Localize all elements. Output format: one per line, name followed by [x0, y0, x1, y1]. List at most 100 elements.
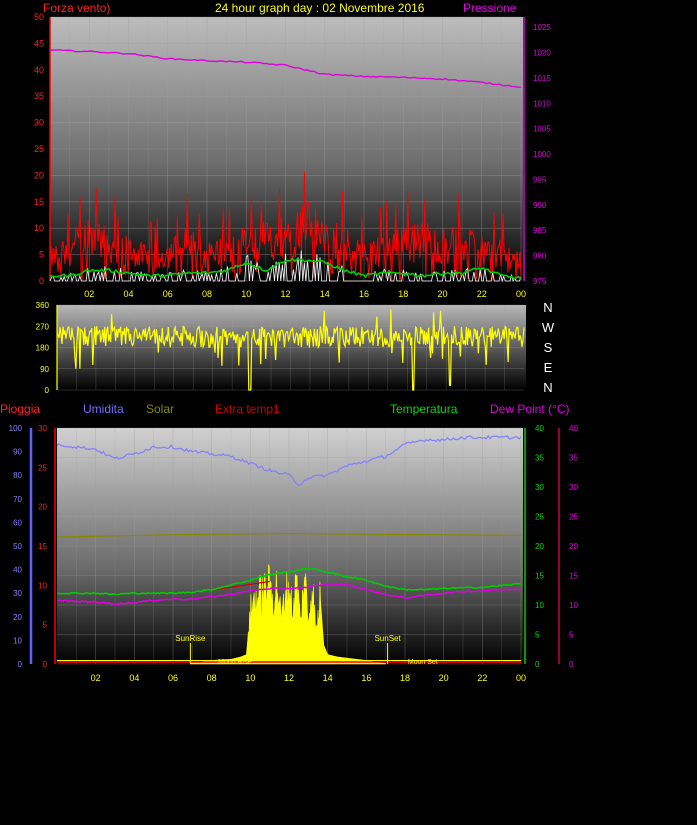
right-axis-title: Pressione	[463, 1, 517, 15]
wind-tick-label: 15	[34, 197, 44, 207]
x-tick-label: 20	[437, 289, 447, 299]
wind-tick-label: 5	[39, 250, 44, 260]
temperature-tick-label: 40	[535, 424, 544, 433]
extra-temp-title: Extra temp1	[215, 402, 280, 416]
wind-tick-label: 35	[34, 91, 44, 101]
wind-tick-label: 40	[34, 65, 44, 75]
pressure-tick-label: 985	[533, 226, 547, 235]
moonrise-label: Moon Rise	[218, 659, 252, 666]
x-tick-label: 02	[91, 673, 101, 683]
wind-direction-series	[56, 309, 525, 391]
temperature-tick-label: 35	[535, 454, 544, 463]
wind-tick-label: 20	[34, 170, 44, 180]
temperature-tick-label: 20	[535, 542, 544, 551]
rain-tick-label: 10	[38, 581, 47, 590]
pressure-tick-label: 975	[533, 277, 547, 286]
pressure-tick-label: 980	[533, 252, 547, 261]
wind-average-series	[49, 257, 522, 280]
humidity-tick-label: 0	[18, 660, 23, 669]
dewpoint-tick-label: 0	[569, 660, 574, 669]
humidity-series	[56, 434, 522, 487]
humidity-tick-label: 70	[13, 495, 22, 504]
humidity-tick-label: 100	[9, 424, 23, 433]
dewpoint-tick-label: 15	[569, 572, 578, 581]
rain-tick-label: 20	[38, 503, 47, 512]
dewpoint-tick-label: 20	[569, 542, 578, 551]
x-tick-label: 22	[477, 289, 487, 299]
dewpoint-tick-label: 25	[569, 513, 578, 522]
dewpoint-tick-label: 35	[569, 454, 578, 463]
rain-tick-label: 25	[38, 463, 47, 472]
moonset-label: Moon Set	[408, 659, 438, 666]
dewpoint-tick-label: 10	[569, 601, 578, 610]
x-tick-label: 20	[439, 673, 449, 683]
wind-tick-label: 25	[34, 144, 44, 154]
x-tick-label: 18	[398, 289, 408, 299]
wind-white-series	[49, 250, 522, 283]
pressure-tick-label: 1005	[533, 125, 551, 134]
temperature-tick-label: 30	[535, 483, 544, 492]
rain-tick-label: 15	[38, 542, 47, 551]
pressure-tick-label: 1020	[533, 49, 551, 58]
x-tick-label: 14	[323, 673, 333, 683]
wind-tick-label: 45	[34, 38, 44, 48]
x-tick-label: 12	[284, 673, 294, 683]
direction-tick-label: 90	[40, 365, 49, 374]
humidity-tick-label: 10	[13, 636, 22, 645]
x-tick-label: 14	[320, 289, 330, 299]
x-tick-label: 16	[361, 673, 371, 683]
x-tick-label: 02	[84, 289, 94, 299]
x-tick-label: 10	[241, 289, 251, 299]
humidity-tick-label: 60	[13, 518, 22, 527]
wind-tick-label: 50	[34, 12, 44, 22]
pressure-tick-label: 1010	[533, 99, 551, 108]
direction-tick-label: 360	[36, 301, 50, 310]
temperature-tick-label: 25	[535, 513, 544, 522]
solar-radiation-area	[190, 563, 387, 665]
x-tick-label: 22	[477, 673, 487, 683]
wind-tick-label: 10	[34, 223, 44, 233]
chart-title: 24 hour graph day : 02 Novembre 2016	[215, 1, 425, 15]
solar-axis-title: Solar	[146, 402, 174, 416]
pressure-tick-label: 995	[533, 175, 547, 184]
x-tick-label: 00	[516, 289, 526, 299]
dewpoint-series	[56, 582, 522, 606]
compass-label: W	[542, 320, 555, 335]
x-tick-label: 06	[163, 289, 173, 299]
x-tick-label: 18	[400, 673, 410, 683]
temperature-series	[56, 567, 522, 596]
compass-label: S	[544, 340, 553, 355]
x-tick-label: 06	[168, 673, 178, 683]
sunrise-label: SunRise	[175, 634, 206, 643]
x-tick-label: 10	[245, 673, 255, 683]
dewpoint-tick-label: 40	[569, 424, 578, 433]
pressure-series	[49, 49, 522, 88]
x-tick-label: 04	[129, 673, 139, 683]
wind-tick-label: 30	[34, 118, 44, 128]
direction-tick-label: 270	[36, 322, 50, 331]
dewpoint-tick-label: 30	[569, 483, 578, 492]
humidity-tick-label: 20	[13, 613, 22, 622]
pressure-tick-label: 1000	[533, 150, 551, 159]
compass-label: N	[543, 380, 552, 395]
x-tick-label: 08	[202, 289, 212, 299]
compass-label: E	[544, 360, 553, 375]
temperature-tick-label: 10	[535, 601, 544, 610]
rain-tick-label: 5	[43, 621, 48, 630]
temperature-tick-label: 5	[535, 631, 540, 640]
x-tick-label: 12	[280, 289, 290, 299]
humidity-tick-label: 90	[13, 448, 22, 457]
humidity-axis-title: Umidita	[83, 402, 124, 416]
x-tick-label: 04	[123, 289, 133, 299]
left-axis-title: Forza vento)	[43, 1, 110, 15]
direction-tick-label: 0	[45, 386, 50, 395]
wind-tick-label: 0	[39, 276, 44, 286]
temperature-axis-title: Temperatura	[390, 402, 458, 416]
direction-tick-label: 180	[36, 344, 50, 353]
dewpoint-tick-label: 5	[569, 631, 574, 640]
x-tick-label: 16	[359, 289, 369, 299]
temperature-tick-label: 0	[535, 660, 540, 669]
extra-temp-series	[211, 580, 270, 591]
humidity-tick-label: 50	[13, 542, 22, 551]
